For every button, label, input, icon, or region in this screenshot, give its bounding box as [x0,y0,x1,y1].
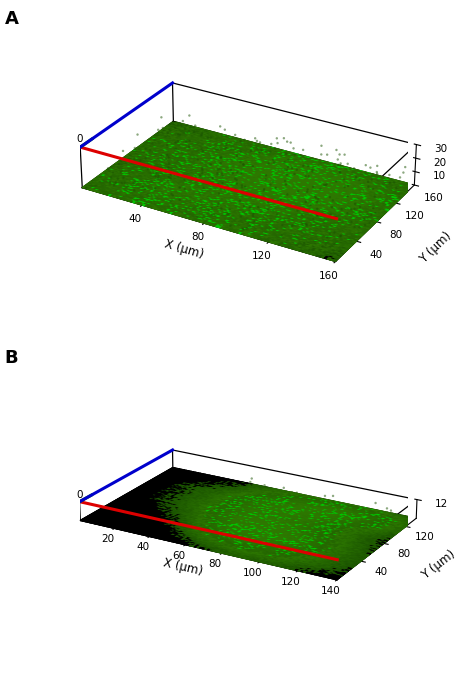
Text: B: B [5,349,18,367]
X-axis label: X (μm): X (μm) [163,237,205,261]
X-axis label: X (μm): X (μm) [162,556,204,578]
Y-axis label: Y (μm): Y (μm) [419,548,458,583]
Text: A: A [5,10,18,28]
Y-axis label: Y (μm): Y (μm) [417,229,454,266]
